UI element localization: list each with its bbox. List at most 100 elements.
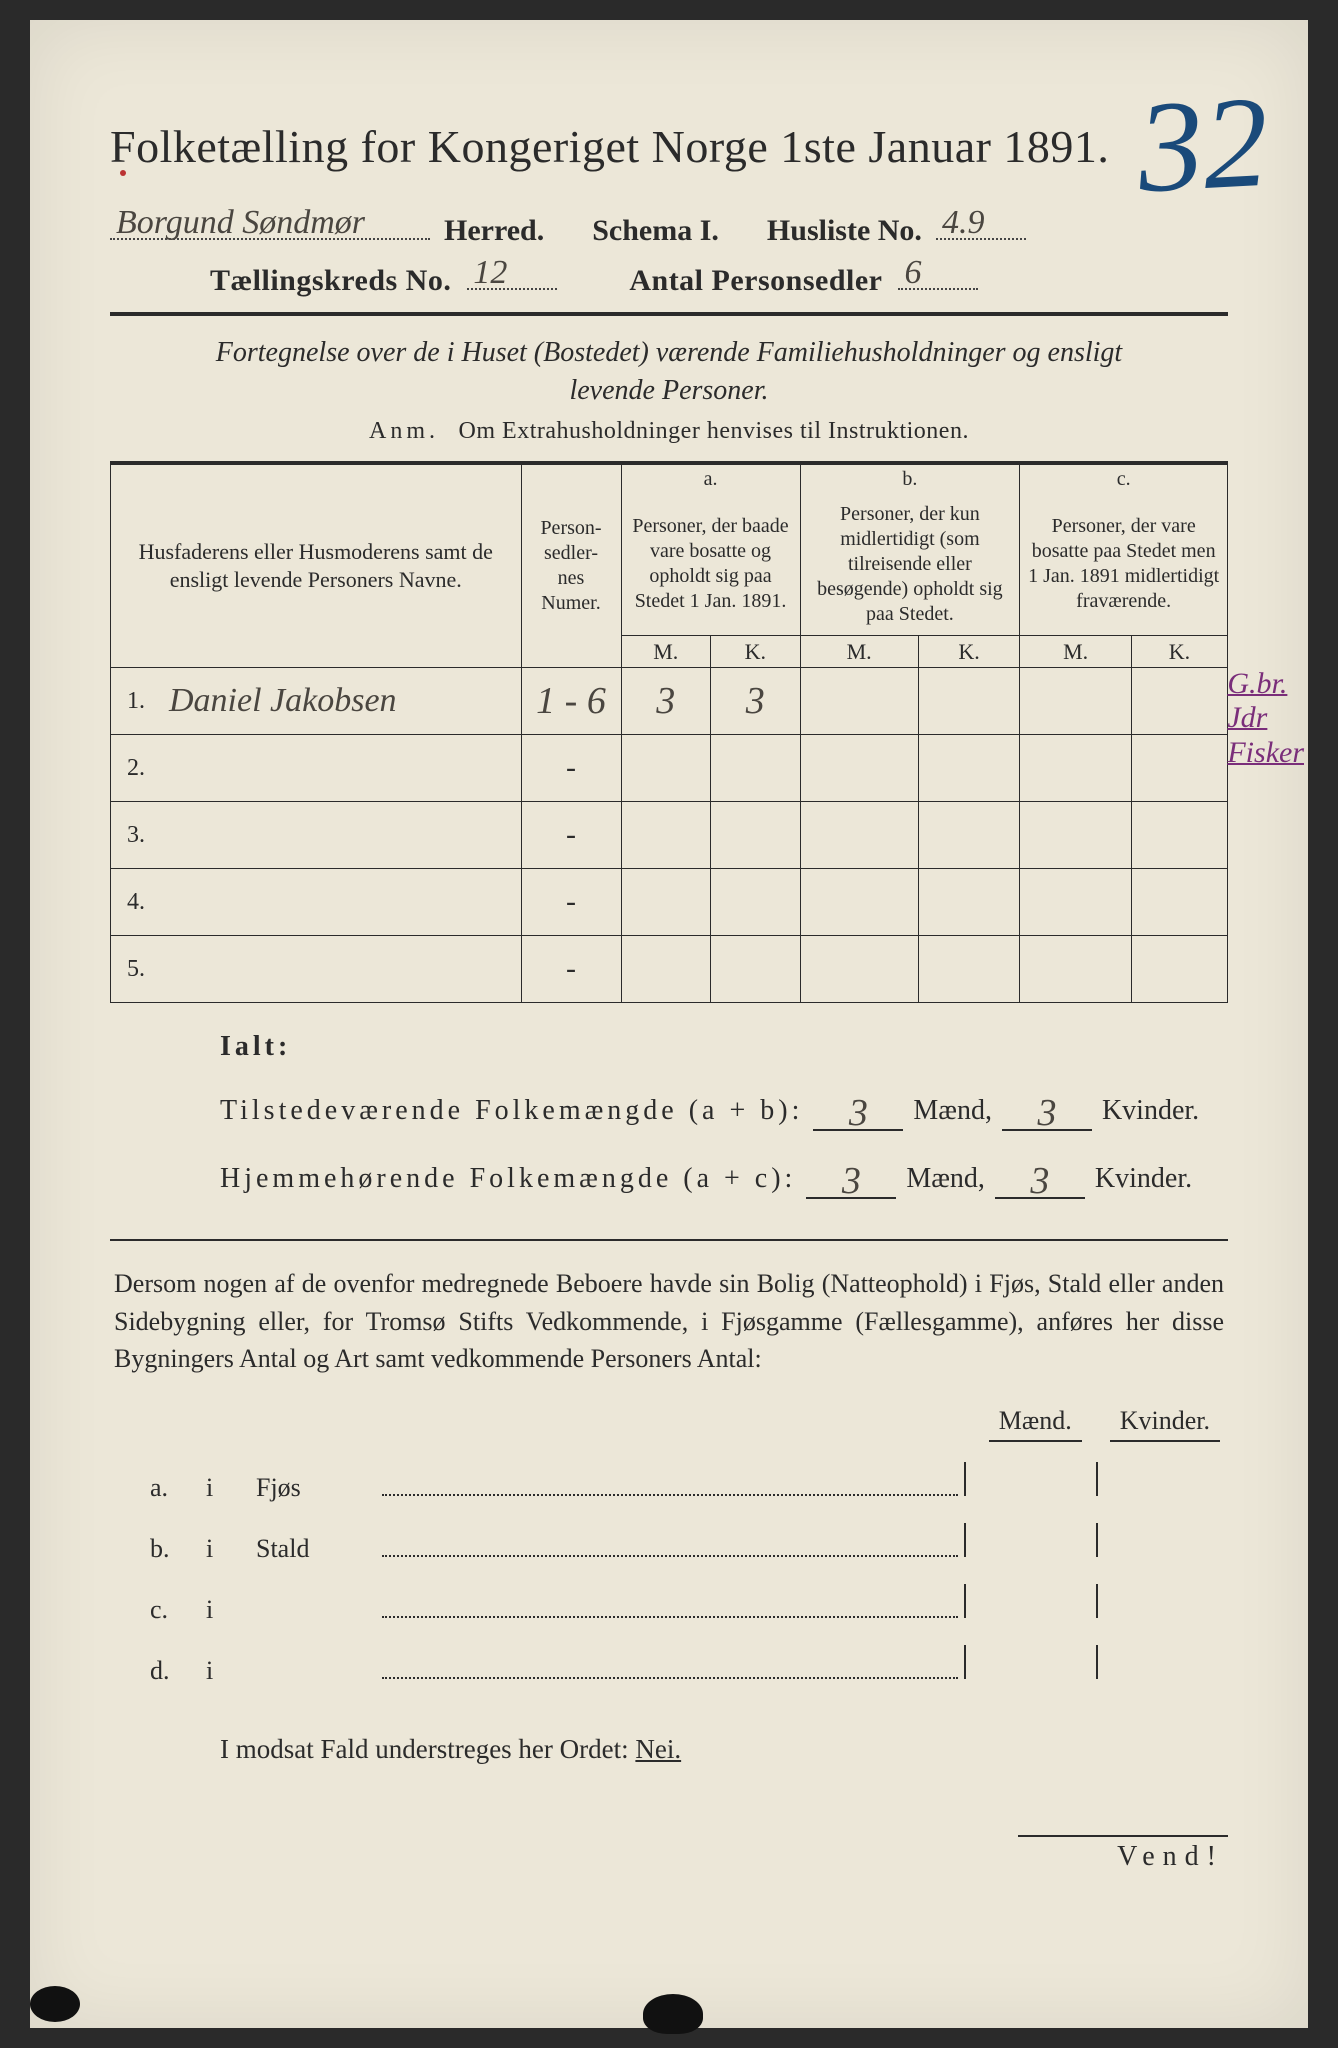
kreds-number: 12	[473, 254, 507, 292]
th-name: Husfaderens eller Husmoderens samt de en…	[111, 463, 522, 668]
table-row: 3. -	[111, 802, 1228, 869]
buildings-row: b. i Stald	[110, 1523, 1228, 1564]
anm-text: Om Extrahusholdninger henvises til Instr…	[459, 418, 969, 444]
bld-m-cell	[964, 1645, 1096, 1679]
herred-row: Borgund Søndmør Herred. Schema I. Huslis…	[110, 214, 1228, 248]
buildings-row: c. i	[110, 1584, 1228, 1625]
kvinder-label: Kvinder.	[1102, 1095, 1199, 1127]
bld-i: i	[206, 1473, 256, 1503]
edge-tear	[30, 1986, 80, 2022]
bld-col-m: Mænd.	[989, 1406, 1082, 1442]
buildings-block: Mænd. Kvinder. a. i Fjøs b. i Stald	[110, 1406, 1228, 1686]
th-c-k: K.	[1131, 635, 1227, 668]
anm-label: Anm.	[369, 418, 439, 444]
schema-label: Schema I.	[592, 214, 719, 248]
bld-place: Fjøs	[256, 1473, 376, 1503]
herred-name-handwritten: Borgund Søndmør	[116, 204, 365, 242]
margin-note: Jdr	[1227, 701, 1304, 736]
totals-ab-k: 3	[1037, 1092, 1056, 1134]
bld-m-cell	[964, 1462, 1096, 1496]
bld-k-cell	[1096, 1645, 1228, 1679]
buildings-paragraph: Dersom nogen af de ovenfor medregnede Be…	[114, 1265, 1224, 1378]
punch-hole	[643, 1994, 703, 2034]
th-b-m: M.	[800, 635, 918, 668]
page: Folketælling for Kongeriget Norge 1ste J…	[0, 0, 1338, 2048]
antal-label: Antal Personsedler	[629, 264, 882, 298]
margin-annotations: G.br. Jdr Fisker	[1227, 667, 1304, 771]
buildings-row: a. i Fjøs	[110, 1462, 1228, 1503]
dotted-line	[382, 1590, 958, 1618]
maend-label: Mænd,	[913, 1095, 992, 1127]
bld-tag: d.	[110, 1656, 206, 1686]
th-b: Personer, der kun midlertidigt (som tilr…	[800, 494, 1020, 636]
row-num: -	[521, 869, 621, 936]
totals-ac-label: Hjemmehørende Folkemængde (a + c):	[220, 1163, 796, 1195]
row-number: 5.	[111, 936, 162, 1003]
table-row: 2. -	[111, 735, 1228, 802]
th-c-m: M.	[1020, 635, 1132, 668]
paper-sheet: Folketælling for Kongeriget Norge 1ste J…	[30, 20, 1308, 2028]
row-a-m: 3	[656, 680, 675, 722]
row-num: -	[521, 735, 621, 802]
vend-label: Vend!	[110, 1841, 1224, 1873]
totals-row-ab: Tilstedeværende Folkemængde (a + b): 3 M…	[220, 1085, 1228, 1131]
row-num: -	[521, 936, 621, 1003]
row-number: 1.	[111, 668, 162, 735]
kreds-row: Tællingskreds No. 12 Antal Personsedler …	[210, 264, 1228, 298]
bld-k-cell	[1096, 1584, 1228, 1618]
margin-note: Fisker	[1227, 736, 1304, 771]
buildings-row: d. i	[110, 1645, 1228, 1686]
bld-m-cell	[964, 1584, 1096, 1618]
nei-word: Nei.	[635, 1734, 681, 1764]
totals-block: Ialt: Tilstedeværende Folkemængde (a + b…	[220, 1031, 1228, 1199]
husliste-label: Husliste No.	[767, 214, 922, 248]
table-row: 4. -	[111, 869, 1228, 936]
totals-ac-k: 3	[1030, 1160, 1049, 1202]
table-row: 5. -	[111, 936, 1228, 1003]
dotted-line	[382, 1468, 958, 1496]
nei-line: I modsat Fald understreges her Ordet: Ne…	[220, 1734, 1228, 1765]
bld-m-cell	[964, 1523, 1096, 1557]
rule-bottom-right	[1018, 1835, 1228, 1837]
totals-row-ac: Hjemmehørende Folkemængde (a + c): 3 Mæn…	[220, 1153, 1228, 1199]
subtitle: Fortegnelse over de i Huset (Bostedet) v…	[179, 334, 1159, 410]
bld-place: Stald	[256, 1534, 376, 1564]
bld-i: i	[206, 1534, 256, 1564]
row-a-k: 3	[746, 680, 765, 722]
margin-note: G.br.	[1227, 667, 1304, 702]
th-b-tag: b.	[800, 463, 1020, 494]
th-a-m: M.	[621, 635, 711, 668]
row-num: -	[521, 802, 621, 869]
title-row: Folketælling for Kongeriget Norge 1ste J…	[110, 120, 1228, 210]
th-num: Person- sedler- nes Numer.	[521, 463, 621, 668]
th-c: Personer, der vare bosatte paa Stedet me…	[1020, 494, 1228, 636]
row-name: Daniel Jakobsen	[169, 682, 397, 719]
bld-i: i	[206, 1656, 256, 1686]
bld-tag: a.	[110, 1473, 206, 1503]
anm-line: Anm. Om Extrahusholdninger henvises til …	[110, 418, 1228, 445]
ialt-label: Ialt:	[220, 1031, 291, 1062]
rule-under-header	[110, 312, 1228, 316]
form-title: Folketælling for Kongeriget Norge 1ste J…	[110, 121, 1109, 172]
rule-mid	[110, 1239, 1228, 1241]
row-num: 1 - 6	[536, 680, 606, 722]
th-a-k: K.	[711, 635, 801, 668]
bld-tag: b.	[110, 1534, 206, 1564]
th-num-text: Person- sedler- nes Numer.	[540, 517, 601, 614]
nei-pre: I modsat Fald understreges her Ordet:	[220, 1734, 635, 1764]
bld-tag: c.	[110, 1595, 206, 1625]
kvinder-label: Kvinder.	[1095, 1163, 1192, 1195]
antal-value: 6	[904, 254, 921, 292]
corner-number-annotation: 32	[1134, 67, 1272, 224]
bld-k-cell	[1096, 1462, 1228, 1496]
totals-ac-m: 3	[842, 1160, 861, 1202]
bld-col-k: Kvinder.	[1110, 1406, 1220, 1442]
row-number: 2.	[111, 735, 162, 802]
kreds-label: Tællingskreds No.	[210, 264, 451, 298]
census-table: Husfaderens eller Husmoderens samt de en…	[110, 461, 1228, 1004]
row-number: 3.	[111, 802, 162, 869]
th-b-k: K.	[918, 635, 1020, 668]
dotted-line	[382, 1529, 958, 1557]
maend-label: Mænd,	[906, 1163, 985, 1195]
dotted-line	[382, 1651, 958, 1679]
